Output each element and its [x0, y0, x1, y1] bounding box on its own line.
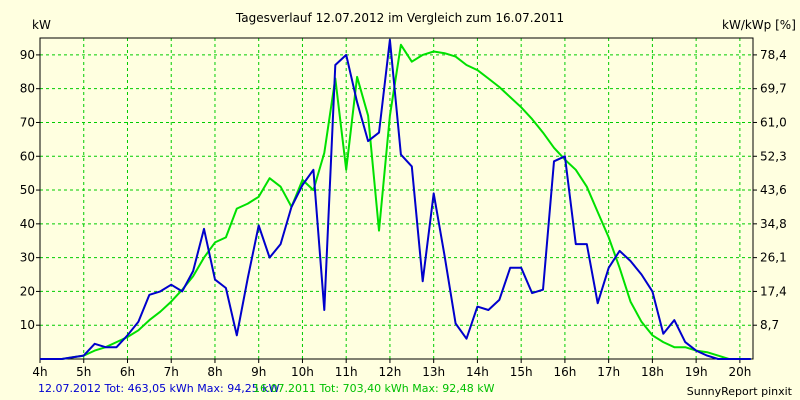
series-line-2011	[40, 43, 751, 360]
y-tick-label: 60	[20, 149, 35, 163]
y-tick-label: 20	[20, 284, 35, 298]
axes	[36, 37, 757, 363]
x-tick-label: 14h	[466, 365, 489, 379]
x-tick-label: 9h	[251, 365, 266, 379]
x-tick-label: 18h	[641, 365, 664, 379]
x-tick-label: 16h	[553, 365, 576, 379]
y-tick-label: 50	[20, 183, 35, 197]
x-tick-label: 12h	[379, 365, 402, 379]
chart-title: Tagesverlauf 12.07.2012 im Vergleich zum…	[235, 11, 565, 25]
y2-tick-label: 69,7	[760, 82, 787, 96]
y-tick-label: 30	[20, 251, 35, 265]
y2-tick-label: 26,1	[760, 251, 787, 265]
y-tick-label: 80	[20, 82, 35, 96]
x-tick-label: 20h	[728, 365, 751, 379]
series-b-summary: 16.07.2011 Tot: 703,40 kWh Max: 92,48 kW	[253, 382, 495, 395]
y-axis-unit-left: kW	[32, 18, 51, 32]
x-tick-label: 11h	[335, 365, 358, 379]
y2-tick-label: 78,4	[760, 48, 787, 62]
x-tick-label: 8h	[207, 365, 222, 379]
x-tick-label: 10h	[291, 365, 314, 379]
x-tick-label: 7h	[164, 365, 179, 379]
brand-label: SunnyReport pinxit	[686, 385, 792, 398]
x-tick-label: 17h	[597, 365, 620, 379]
plot-border	[39, 37, 754, 360]
y2-tick-label: 52,3	[760, 149, 787, 163]
x-tick-label: 15h	[510, 365, 533, 379]
y-tick-label: 10	[20, 318, 35, 332]
y2-tick-label: 43,6	[760, 183, 787, 197]
x-tick-label: 6h	[120, 365, 135, 379]
x-tick-label: 19h	[685, 365, 708, 379]
y2-tick-label: 17,4	[760, 284, 787, 298]
y-tick-label: 90	[20, 48, 35, 62]
x-tick-label: 13h	[422, 365, 445, 379]
y-axis-unit-right: kW/kWp [%]	[722, 18, 796, 32]
x-tick-label: 5h	[76, 365, 91, 379]
series	[40, 38, 751, 360]
series-a-summary: 12.07.2012 Tot: 463,05 kWh Max: 94,25 kW	[38, 382, 280, 395]
y-tick-label: 40	[20, 217, 35, 231]
y2-tick-label: 61,0	[760, 115, 787, 129]
y-tick-label: 70	[20, 115, 35, 129]
y2-tick-label: 34,8	[760, 217, 787, 231]
series-line-2012	[40, 38, 751, 360]
grid	[40, 38, 753, 359]
tick-labels: 4h 5h 6h 7h 8h 9h 10h 11h 12h 13h 14h 15h 16h 17h 18h 1…	[20, 48, 787, 379]
y2-tick-label: 8,7	[760, 318, 779, 332]
x-tick-label: 4h	[32, 365, 47, 379]
